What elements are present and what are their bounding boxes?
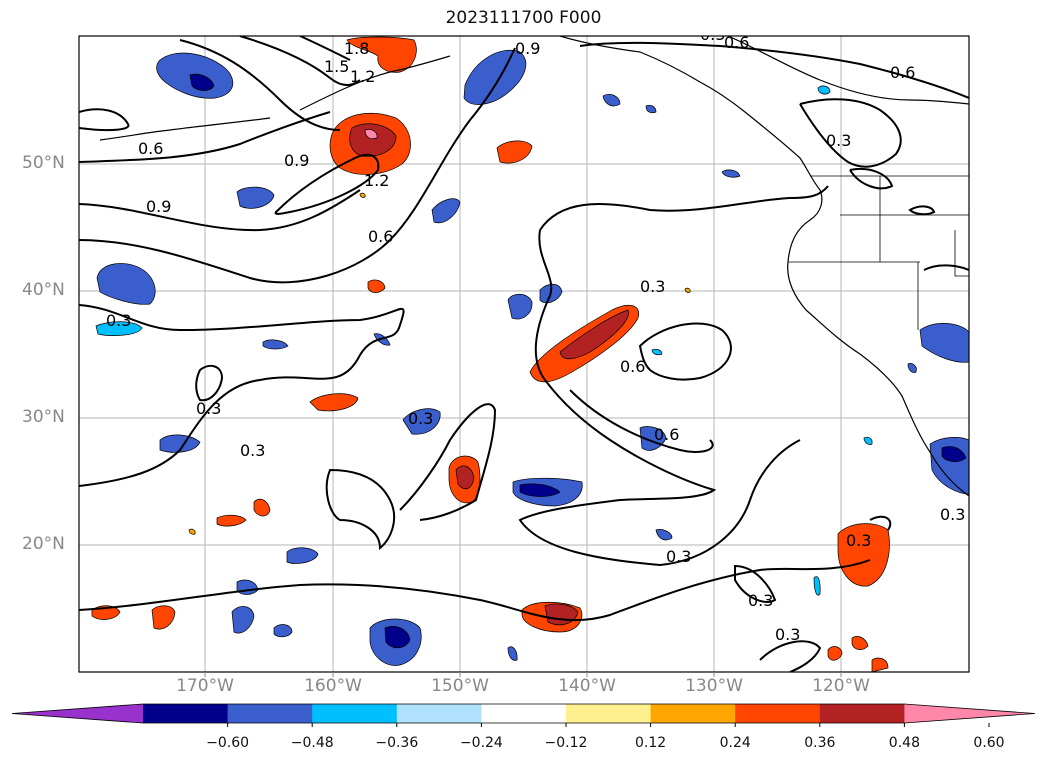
contour-label: 0.6 xyxy=(654,425,679,444)
colorbar-segment xyxy=(735,704,821,723)
contour-label: 0.3 xyxy=(826,131,851,150)
contour-label: 1.8 xyxy=(344,39,369,58)
contour-label: 0.3 xyxy=(748,591,773,610)
colorbar-segment xyxy=(227,704,313,723)
colorbar-extend-low xyxy=(12,704,143,723)
contour-label: 0.3 xyxy=(240,441,265,460)
colorbar-segment xyxy=(819,704,905,723)
colorbar-tick-label: −0.24 xyxy=(459,735,503,751)
lat-label-50n: 50°N xyxy=(22,153,65,173)
contour-label: 1.2 xyxy=(350,67,375,86)
contour-label: 0.6 xyxy=(620,357,645,376)
colorbar-tick-label: 0.36 xyxy=(804,735,836,751)
contour-label: 0.3 xyxy=(408,409,433,428)
colorbar-extend-high xyxy=(904,704,1035,723)
lon-label-140w: 140°W xyxy=(558,676,616,696)
contour-label: 1.5 xyxy=(324,57,349,76)
contour-label: 0.3 xyxy=(775,625,800,644)
colorbar-tick-label: −0.48 xyxy=(290,735,334,751)
contour-label: 1.2 xyxy=(364,171,389,190)
lon-ticks xyxy=(204,672,842,677)
lat-label-20n: 20°N xyxy=(22,534,65,554)
positive-anomaly-areas xyxy=(91,36,890,672)
colorbar-segment xyxy=(650,704,736,723)
contour-labels: 1.8 1.5 1.2 0.9 0.6 0.6 0.6 0.9 0.9 1.2 … xyxy=(106,25,965,644)
colorbar-outline xyxy=(11,703,1036,724)
colorbar xyxy=(11,703,1036,727)
lon-label-120w: 120°W xyxy=(812,676,870,696)
contour-label: 0.6 xyxy=(890,63,915,82)
colorbar-tick-label: −0.12 xyxy=(544,735,588,751)
colorbar-tick-label: −0.60 xyxy=(206,735,250,751)
borders xyxy=(788,175,969,330)
colorbar-tick-label: 0.12 xyxy=(635,735,667,751)
colorbar-segment xyxy=(481,704,567,723)
contour-label: 0.9 xyxy=(146,197,171,216)
contour-label: 0.6 xyxy=(724,33,749,52)
lat-label-40n: 40°N xyxy=(22,280,65,300)
colorbar-segment xyxy=(312,704,398,723)
contour-label: 0.3 xyxy=(700,25,725,44)
contour-label: 0.9 xyxy=(515,39,540,58)
contour-label: 0.3 xyxy=(196,399,221,418)
negative-anomaly-areas xyxy=(95,50,969,666)
contour-label: 0.3 xyxy=(666,547,691,566)
lat-label-30n: 30°N xyxy=(22,407,65,427)
colorbar-tick-label: 0.48 xyxy=(888,735,920,751)
lon-label-160w: 160°W xyxy=(304,676,362,696)
contour-label: 0.3 xyxy=(846,531,871,550)
map-area: 1.8 1.5 1.2 0.9 0.6 0.6 0.6 0.9 0.9 1.2 … xyxy=(79,25,969,672)
lon-label-130w: 130°W xyxy=(685,676,743,696)
map-title: 2023111700 F000 xyxy=(445,8,602,28)
lon-label-170w: 170°W xyxy=(176,676,234,696)
lon-label-150w: 150°W xyxy=(431,676,489,696)
contour-label: 0.3 xyxy=(640,277,665,296)
contour-label: 0.3 xyxy=(106,311,131,330)
contour-label: 0.3 xyxy=(940,505,965,524)
colorbar-segment xyxy=(396,704,482,723)
colorbar-tick-label: 0.24 xyxy=(719,735,751,751)
contour-label: 0.6 xyxy=(138,139,163,158)
coastline xyxy=(99,36,969,497)
contour-label: 0.6 xyxy=(368,227,393,246)
colorbar-segment xyxy=(566,704,652,723)
gridlines xyxy=(79,36,969,672)
contour-label: 0.9 xyxy=(284,151,309,170)
map-frame xyxy=(78,35,970,673)
colorbar-tick-label: 0.60 xyxy=(973,735,1005,751)
colorbar-segment xyxy=(143,704,229,723)
contours xyxy=(79,36,969,672)
colorbar-tick-label: −0.36 xyxy=(375,735,419,751)
